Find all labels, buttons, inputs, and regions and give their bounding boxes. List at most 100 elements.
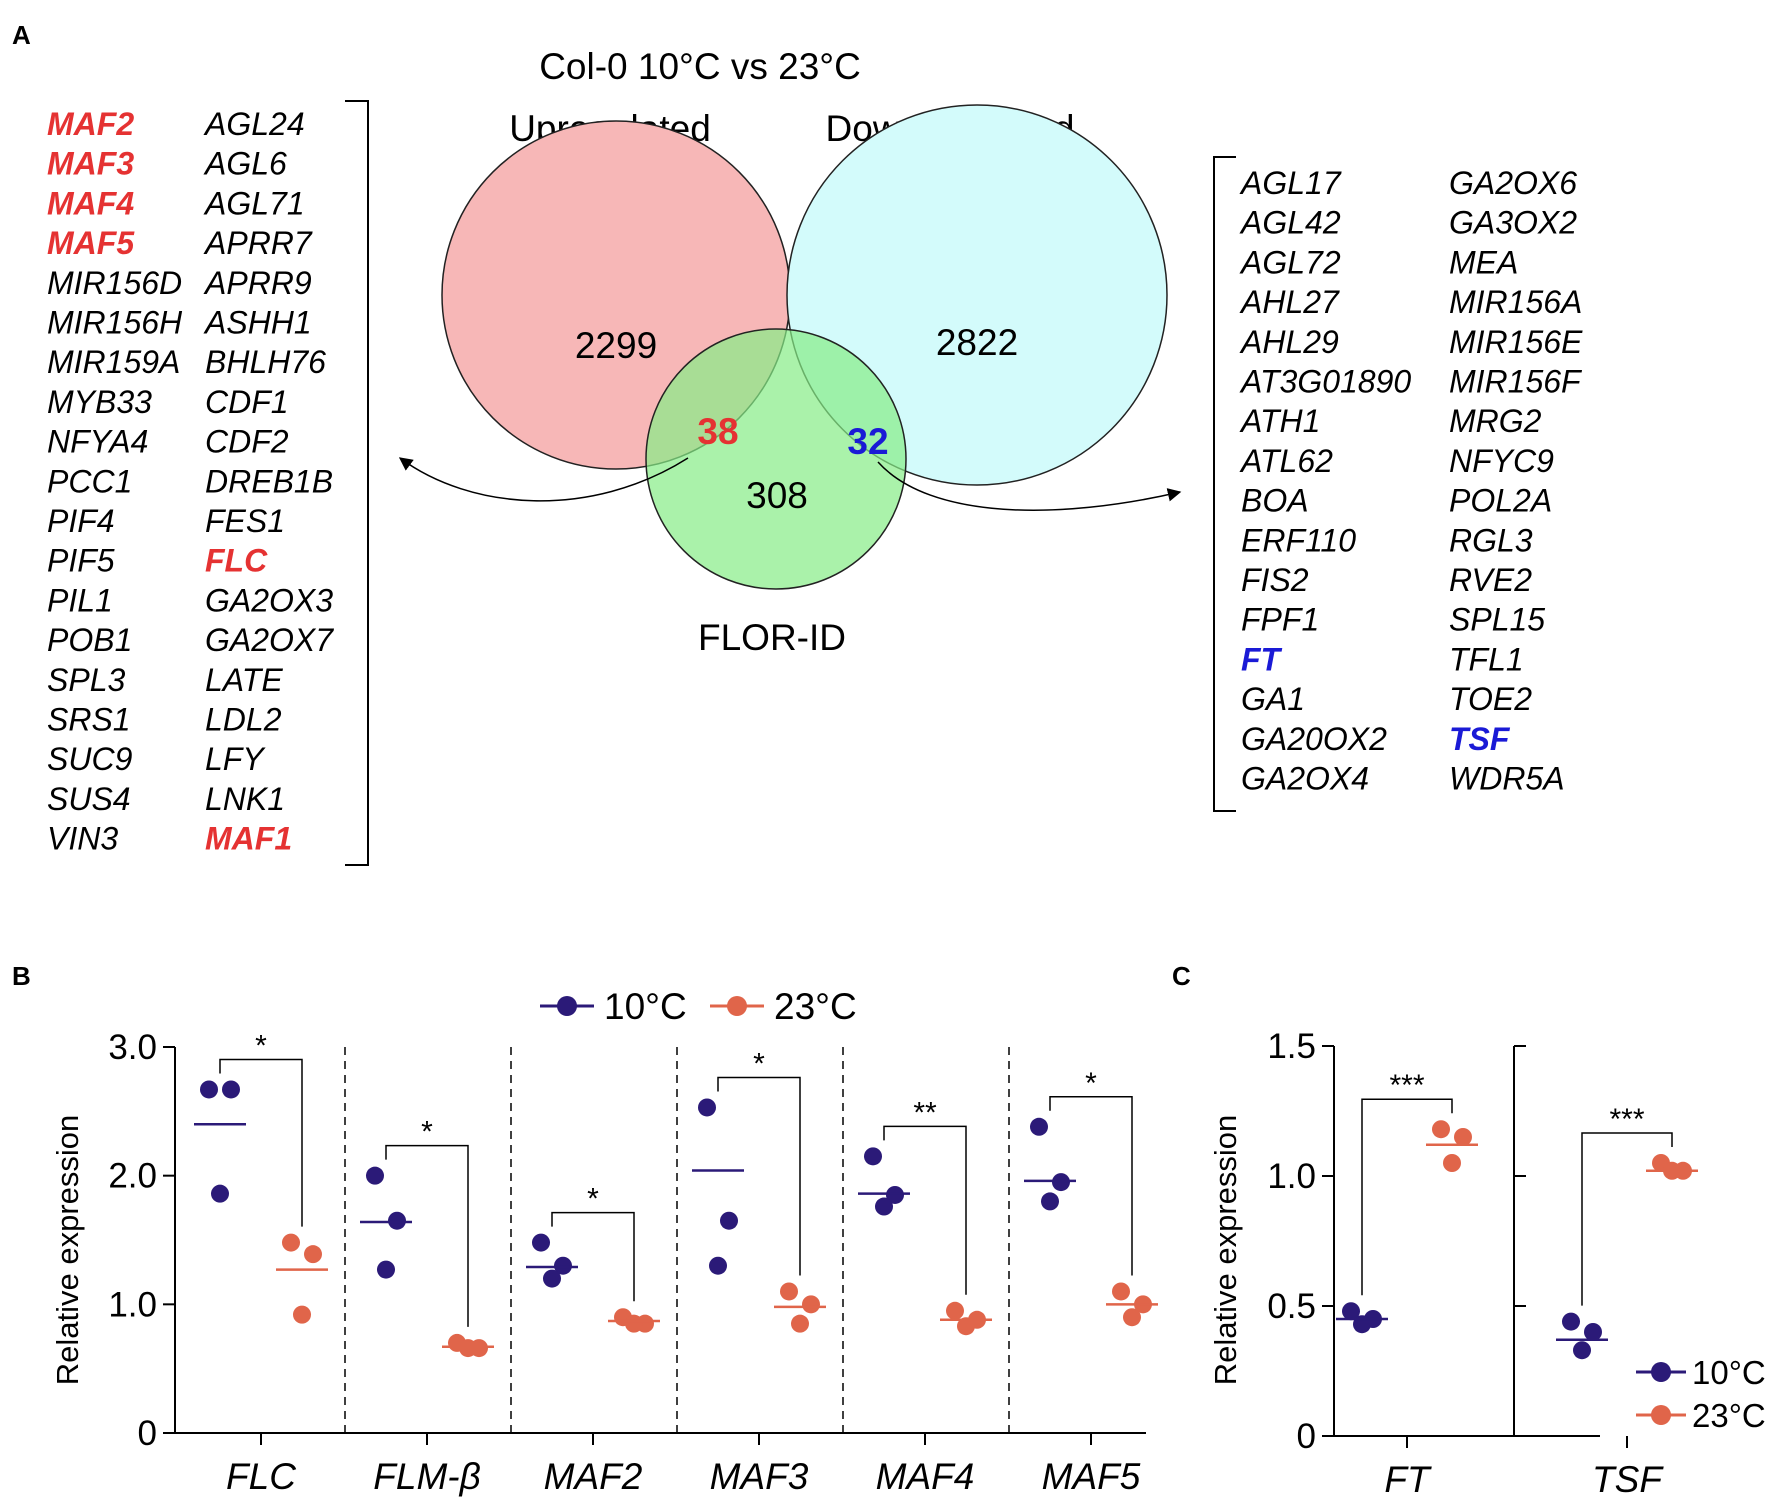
gene-ga20ox2: GA20OX2 (1241, 721, 1387, 757)
significance-bracket (1049, 1096, 1133, 1276)
significance-bracket (883, 1125, 967, 1295)
chart-b: 0 1.0 2.0 3.0 FLC * FLM-β * MAF2 * MAF3 * MAF4 ** MAF5… (108, 1028, 1158, 1497)
venn-count-flor-only: 308 (746, 475, 808, 516)
significance-bracket (551, 1211, 635, 1302)
y-tick-label: 3.0 (108, 1028, 157, 1067)
gene-dreb1b: DREB1B (205, 463, 333, 499)
point-c10 (1584, 1323, 1602, 1341)
venn-circle-flor-id (645, 328, 907, 590)
gene-pcc1: PCC1 (47, 463, 132, 499)
gene-ga2ox3: GA2OX3 (205, 582, 333, 618)
gene-fes1: FES1 (205, 503, 285, 539)
gene-boa: BOA (1241, 483, 1309, 519)
gene-ga1: GA1 (1241, 681, 1305, 717)
gene-cdf1: CDF1 (205, 384, 289, 420)
point-c10 (886, 1185, 904, 1204)
point-c10 (211, 1184, 229, 1203)
gene-pol2a: POL2A (1449, 483, 1552, 519)
y-tick-label: 1.0 (1267, 1157, 1316, 1196)
legend-c: 10°C 23°C (1636, 1354, 1766, 1434)
gene-ahl27: AHL27 (1239, 284, 1340, 320)
point-c23 (957, 1317, 975, 1336)
point-c23 (293, 1305, 311, 1324)
arrow-to-right-list (877, 461, 1182, 511)
point-c23 (304, 1245, 322, 1264)
significance-bracket (717, 1076, 801, 1276)
gene-erf110: ERF110 (1241, 522, 1356, 558)
y-tick-label: 0 (138, 1414, 157, 1453)
gene-agl71: AGL71 (203, 185, 305, 221)
gene-rve2: RVE2 (1449, 562, 1532, 598)
point-c23 (459, 1339, 477, 1358)
legend-b-marker-23c (727, 996, 747, 1016)
point-c23 (802, 1295, 820, 1314)
venn-count-down-flor: 32 (847, 421, 888, 462)
venn-diagram (441, 104, 1168, 590)
gene-agl24: AGL24 (203, 106, 305, 142)
x-tick-label: MAF4 (876, 1456, 975, 1497)
gene-mir156f: MIR156F (1449, 364, 1583, 400)
gene-srs1: SRS1 (47, 702, 131, 738)
gene-nfya4: NFYA4 (47, 424, 148, 460)
x-tick-label: MAF2 (544, 1456, 643, 1497)
x-tick-label: FLC (226, 1456, 296, 1497)
venn-count-down-only: 2822 (936, 322, 1018, 363)
point-c10 (698, 1098, 716, 1117)
gene-tfl1: TFL1 (1449, 641, 1524, 677)
significance-label: *** (1389, 1069, 1424, 1102)
gene-ath1: ATH1 (1239, 403, 1320, 439)
point-c10 (543, 1269, 561, 1288)
gene-fpf1: FPF1 (1241, 602, 1319, 638)
gene-agl72: AGL72 (1239, 244, 1341, 280)
significance-bracket (219, 1058, 303, 1227)
point-c10 (366, 1166, 384, 1185)
point-c10 (709, 1256, 727, 1275)
legend-c-label-10c: 10°C (1692, 1354, 1766, 1391)
legend-c-label-23c: 23°C (1692, 1397, 1766, 1434)
y-tick-label: 1.0 (108, 1285, 157, 1324)
point-c10 (875, 1197, 893, 1216)
gene-agl42: AGL42 (1239, 205, 1341, 241)
point-c10 (1562, 1312, 1580, 1331)
gene-mir159a: MIR159A (47, 344, 180, 380)
significance-label: * (587, 1183, 599, 1216)
gene-lnk1: LNK1 (205, 781, 285, 817)
gene-spl3: SPL3 (47, 662, 125, 698)
chart-b-ylabel: Relative expression (50, 1115, 85, 1386)
point-c10 (1052, 1173, 1070, 1192)
gene-ga3ox2: GA3OX2 (1449, 205, 1577, 241)
gene-pob1: POB1 (47, 622, 132, 658)
y-tick-label: 2.0 (108, 1157, 157, 1196)
legend-b: 10°C 23°C (540, 986, 857, 1027)
point-c23 (791, 1314, 809, 1333)
gene-ga2ox7: GA2OX7 (205, 622, 334, 658)
point-c10 (377, 1260, 395, 1279)
significance-bracket (385, 1144, 469, 1327)
x-tick-label: FLM-β (373, 1456, 480, 1497)
x-tick-label: MAF3 (710, 1456, 809, 1497)
point-c10 (200, 1080, 218, 1099)
gene-mir156a: MIR156A (1449, 284, 1582, 320)
x-tick-label: MAF5 (1042, 1456, 1141, 1497)
gene-mir156d: MIR156D (47, 265, 182, 301)
gene-ashh1: ASHH1 (203, 305, 312, 341)
gene-suc9: SUC9 (47, 741, 133, 777)
gene-tsf: TSF (1449, 721, 1511, 757)
gene-sus4: SUS4 (47, 781, 131, 817)
legend-c-marker-10c (1651, 1362, 1671, 1382)
right-list-bracket (1213, 156, 1236, 812)
point-c10 (222, 1080, 240, 1099)
gene-agl17: AGL17 (1239, 165, 1342, 201)
gene-bhlh76: BHLH76 (205, 344, 326, 380)
y-tick-label: 0.5 (1267, 1287, 1316, 1326)
gene-late: LATE (205, 662, 283, 698)
chart-c: 0 0.5 1.0 1.5 FT *** TSF *** (1267, 1027, 1698, 1500)
gene-vin3: VIN3 (47, 821, 118, 857)
gene-maf3: MAF3 (47, 146, 134, 182)
venn-count-up-flor: 38 (697, 411, 738, 452)
point-c23 (1112, 1282, 1130, 1301)
x-tick-label: TSF (1592, 1459, 1664, 1500)
gene-pil1: PIL1 (47, 582, 113, 618)
panel-label-c: C (1172, 961, 1191, 991)
